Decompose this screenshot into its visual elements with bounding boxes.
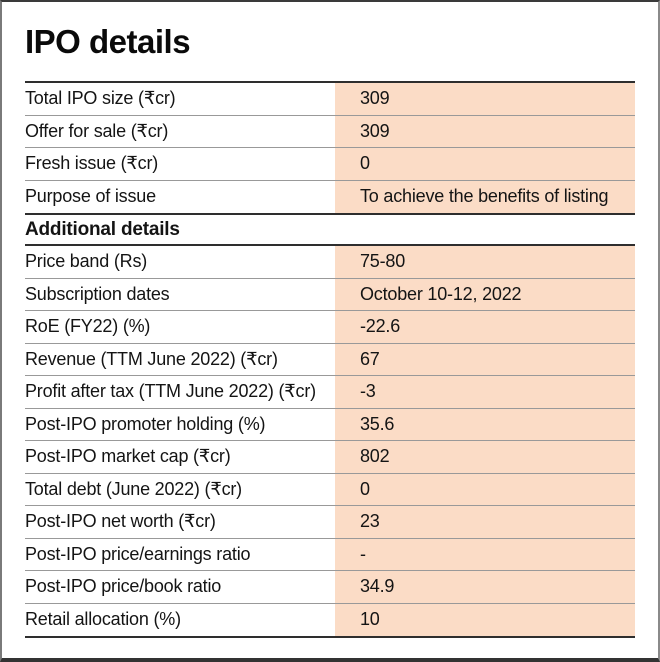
row-value: To achieve the benefits of listing	[335, 180, 635, 213]
table-row: Total debt (June 2022) (₹cr) 0	[25, 473, 635, 506]
row-label: Profit after tax (TTM June 2022) (₹cr)	[25, 381, 316, 402]
row-value: -22.6	[335, 311, 635, 343]
row-label: Purpose of issue	[25, 186, 156, 207]
table-row: Fresh issue (₹cr) 0	[25, 148, 635, 181]
table-row: Offer for sale (₹cr) 309	[25, 115, 635, 148]
row-label: Subscription dates	[25, 283, 170, 304]
title-rule	[25, 81, 635, 83]
row-value: 309	[335, 83, 635, 115]
table-row: Price band (Rs) 75-80	[25, 246, 635, 279]
row-label: Fresh issue (₹cr)	[25, 153, 159, 174]
row-value: -3	[335, 376, 635, 408]
page-title: IPO details	[25, 23, 191, 60]
row-value: 309	[335, 115, 635, 147]
table-sections: Total IPO size (₹cr) 309 Offer for sale (₹…	[25, 83, 635, 638]
table-row: Subscription dates October 10-12, 2022	[25, 278, 635, 311]
row-value: 34.9	[335, 571, 635, 603]
table-row: Post-IPO market cap (₹cr) 802	[25, 441, 635, 474]
row-value: October 10-12, 2022	[335, 278, 635, 310]
section-rule	[25, 213, 635, 215]
row-label: Price band (Rs)	[25, 251, 148, 272]
row-label: Retail allocation (%)	[25, 609, 181, 630]
row-value: 75-80	[335, 246, 635, 278]
section-rule	[25, 244, 635, 246]
row-label: Revenue (TTM June 2022) (₹cr)	[25, 348, 278, 369]
row-label: Post-IPO price/earnings ratio	[25, 543, 251, 564]
row-value: 35.6	[335, 408, 635, 440]
row-label: Total debt (June 2022) (₹cr)	[25, 478, 242, 499]
row-value: 0	[335, 148, 635, 180]
row-label: RoE (FY22) (%)	[25, 316, 151, 337]
table-row: Post-IPO price/earnings ratio -	[25, 538, 635, 571]
table-row: RoE (FY22) (%) -22.6	[25, 311, 635, 344]
section-rule	[25, 636, 635, 638]
row-label: Offer for sale (₹cr)	[25, 120, 169, 141]
table-row: Revenue (TTM June 2022) (₹cr) 67	[25, 343, 635, 376]
row-label: Post-IPO promoter holding (%)	[25, 413, 266, 434]
row-label: Total IPO size (₹cr)	[25, 88, 176, 109]
row-value: -	[335, 538, 635, 570]
section-header: Additional details	[25, 218, 180, 240]
row-group: Price band (Rs) 75-80 Subscription dates Oc…	[25, 246, 635, 636]
row-value: 10	[335, 603, 635, 636]
table-row: Post-IPO promoter holding (%) 35.6	[25, 408, 635, 441]
row-label: Post-IPO market cap (₹cr)	[25, 446, 231, 467]
row-value: 23	[335, 506, 635, 538]
table-row: Retail allocation (%) 10	[25, 603, 635, 636]
row-group: Total IPO size (₹cr) 309 Offer for sale (₹…	[25, 83, 635, 213]
row-value: 802	[335, 441, 635, 473]
table-row: Profit after tax (TTM June 2022) (₹cr) -3	[25, 376, 635, 409]
table-row: Purpose of issue To achieve the benefits …	[25, 180, 635, 213]
table-row: Total IPO size (₹cr) 309	[25, 83, 635, 116]
table-row: Post-IPO price/book ratio 34.9	[25, 571, 635, 604]
table-row: Post-IPO net worth (₹cr) 23	[25, 506, 635, 539]
row-label: Post-IPO price/book ratio	[25, 576, 222, 597]
row-value: 0	[335, 473, 635, 505]
row-label: Post-IPO net worth (₹cr)	[25, 511, 216, 532]
row-value: 67	[335, 343, 635, 375]
